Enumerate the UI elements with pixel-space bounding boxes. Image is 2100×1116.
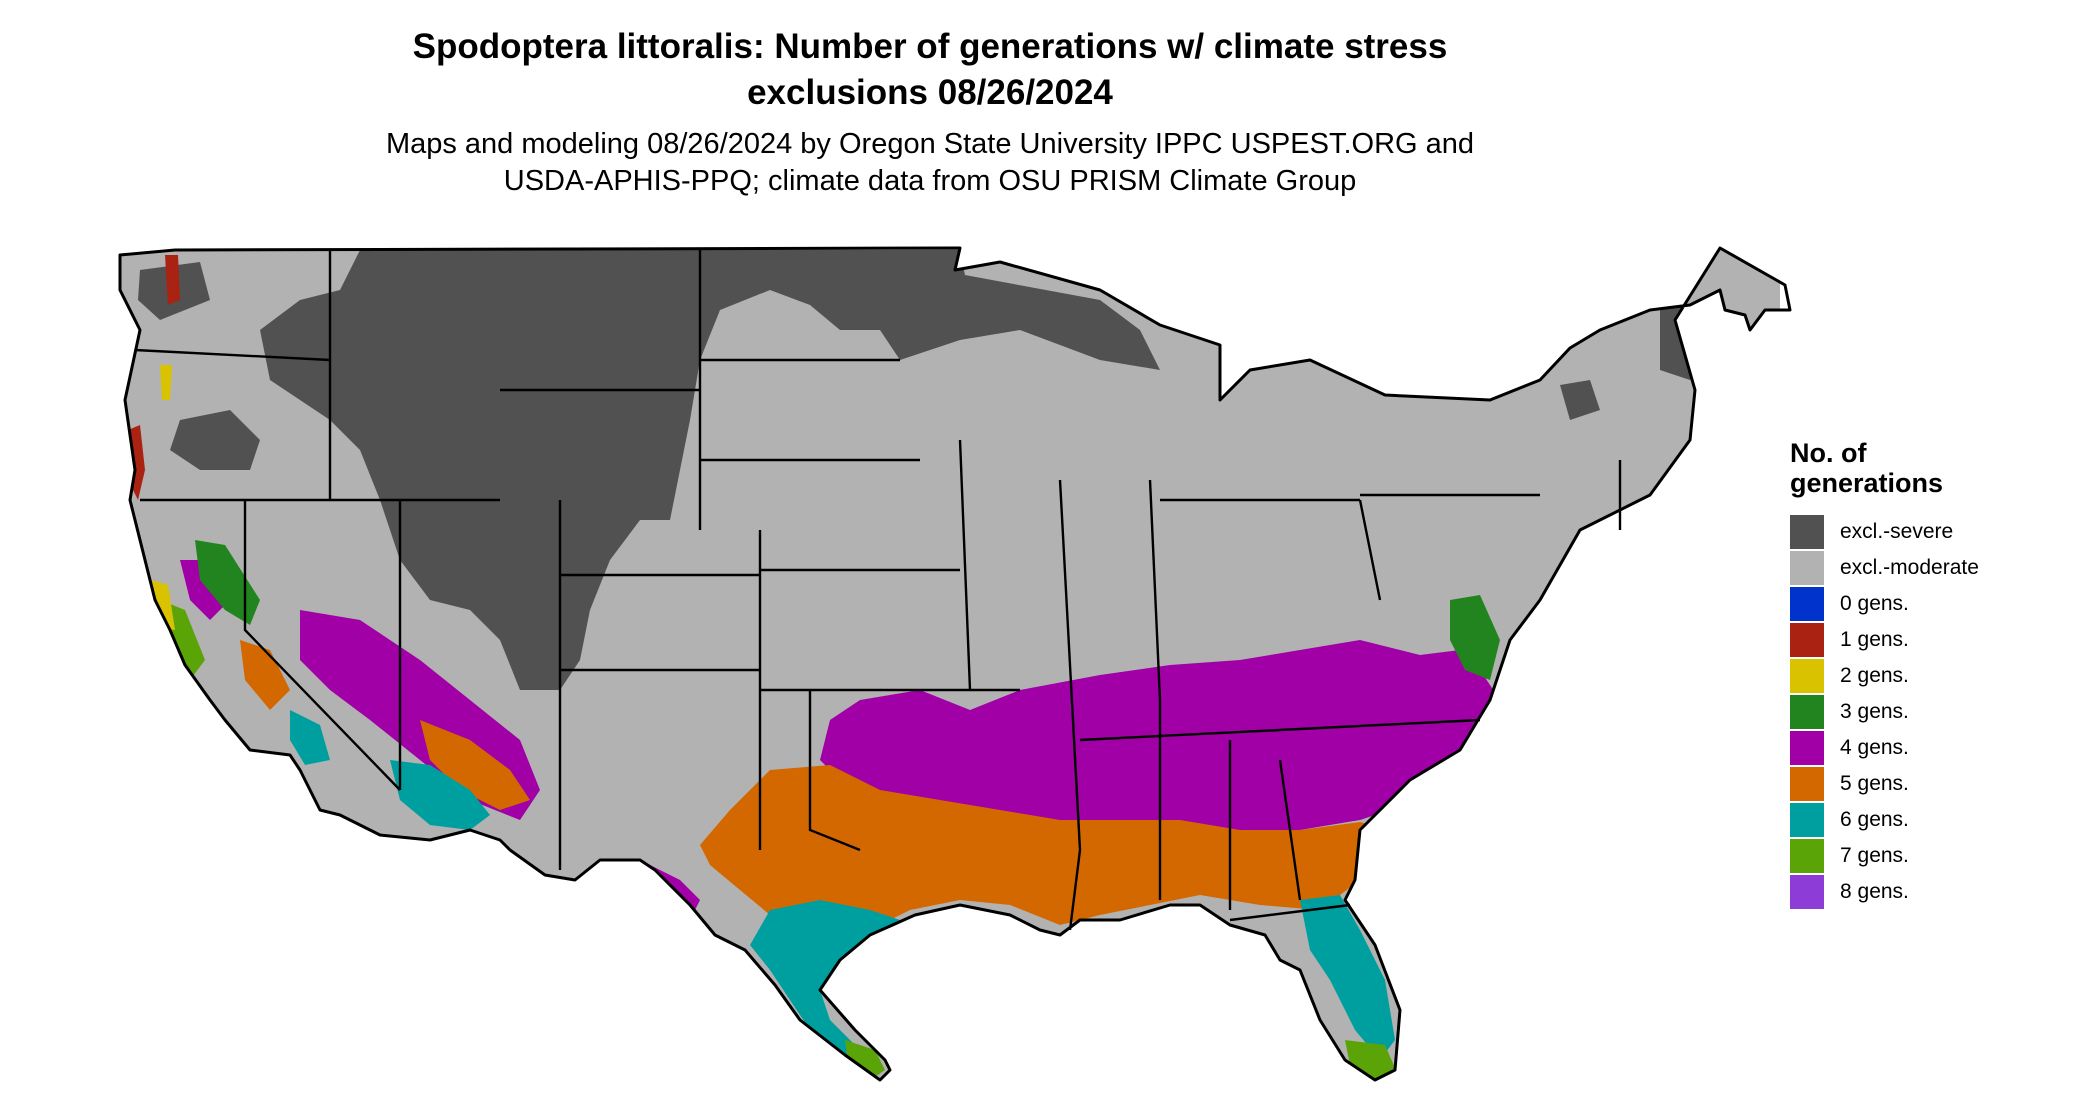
title-line-2: exclusions 08/26/2024 bbox=[747, 73, 1113, 112]
legend-item: 5 gens. bbox=[1790, 766, 2090, 802]
legend-label: 0 gens. bbox=[1840, 592, 1909, 615]
subtitle-line-2: USDA-APHIS-PPQ; climate data from OSU PR… bbox=[503, 165, 1357, 197]
legend-item: 2 gens. bbox=[1790, 658, 2090, 694]
subtitle-line-1: Maps and modeling 08/26/2024 by Oregon S… bbox=[385, 128, 1475, 160]
legend: No. of generations excl.-severe excl.-mod… bbox=[1790, 438, 2090, 910]
legend-swatch bbox=[1790, 623, 1824, 657]
legend-title: No. of generations bbox=[1790, 438, 2090, 498]
generation-zones bbox=[120, 248, 1780, 1080]
zone-3-gens bbox=[195, 540, 1500, 680]
legend-label: 6 gens. bbox=[1840, 808, 1909, 831]
legend-title-line-2: generations bbox=[1790, 468, 1944, 498]
legend-label: 5 gens. bbox=[1840, 772, 1909, 795]
legend-item: 4 gens. bbox=[1790, 730, 2090, 766]
legend-swatch bbox=[1790, 839, 1824, 873]
legend-item: 7 gens. bbox=[1790, 838, 2090, 874]
legend-label: excl.-moderate bbox=[1840, 556, 1979, 579]
us-outline bbox=[118, 246, 1792, 1082]
title-line-1: Spodoptera littoralis: Number of generat… bbox=[412, 27, 1448, 66]
legend-label: 8 gens. bbox=[1840, 880, 1909, 903]
legend-swatch bbox=[1790, 551, 1824, 585]
legend-item: 6 gens. bbox=[1790, 802, 2090, 838]
legend-item: 3 gens. bbox=[1790, 694, 2090, 730]
map-title: Spodoptera littoralis: Number of generat… bbox=[300, 24, 1560, 116]
legend-title-line-1: No. of bbox=[1790, 438, 1867, 468]
zone-2-gens bbox=[152, 365, 175, 630]
legend-swatch bbox=[1790, 515, 1824, 549]
legend-item: 1 gens. bbox=[1790, 622, 2090, 658]
legend-swatch bbox=[1790, 875, 1824, 909]
legend-label: 3 gens. bbox=[1840, 700, 1909, 723]
legend-item: excl.-severe bbox=[1790, 514, 2090, 550]
legend-swatch bbox=[1790, 767, 1824, 801]
legend-label: 2 gens. bbox=[1840, 664, 1909, 687]
legend-label: excl.-severe bbox=[1840, 520, 1954, 543]
legend-item: excl.-moderate bbox=[1790, 550, 2090, 586]
map-subtitle: Maps and modeling 08/26/2024 by Oregon S… bbox=[300, 126, 1560, 200]
state-boundaries bbox=[134, 250, 1622, 931]
legend-label: 1 gens. bbox=[1840, 628, 1909, 651]
zone-5-gens bbox=[240, 640, 1390, 955]
legend-items: excl.-severe excl.-moderate 0 gens. 1 gens.… bbox=[1790, 514, 2090, 910]
legend-item: 8 gens. bbox=[1790, 874, 2090, 910]
legend-item: 0 gens. bbox=[1790, 586, 2090, 622]
legend-swatch bbox=[1790, 587, 1824, 621]
legend-swatch bbox=[1790, 803, 1824, 837]
legend-label: 4 gens. bbox=[1840, 736, 1909, 759]
legend-swatch bbox=[1790, 731, 1824, 765]
legend-swatch bbox=[1790, 695, 1824, 729]
legend-label: 7 gens. bbox=[1840, 844, 1909, 867]
legend-swatch bbox=[1790, 659, 1824, 693]
